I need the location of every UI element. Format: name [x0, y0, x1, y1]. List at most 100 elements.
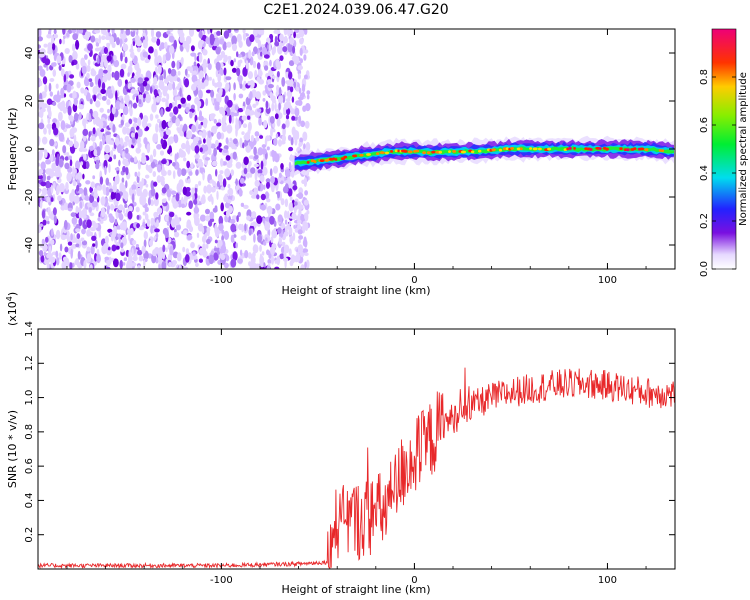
spectrogram-noise-cell [271, 229, 278, 239]
spectrogram-noise-cell [266, 181, 270, 189]
spectrogram-noise-cell [290, 254, 296, 264]
spectrogram-noise-cell [250, 134, 254, 142]
spectrogram-noise-cell [242, 67, 248, 77]
spectrogram-noise-cell [71, 29, 77, 34]
spectrogram-noise-cell [94, 47, 101, 52]
spectrogram-noise-cell [231, 67, 237, 73]
spectrogram-noise-cell [253, 154, 259, 160]
spectrogram-noise-cell [154, 247, 160, 254]
spectrogram-noise-cell [278, 141, 282, 146]
spectrogram-noise-cell [280, 163, 284, 170]
spectrogram-noise-cell [269, 116, 275, 124]
spectrogram-noise-cell [55, 250, 59, 258]
spectrogram-noise-cell [105, 31, 109, 40]
spectrogram-noise-cell [155, 192, 159, 200]
snr-ytick-label: 1.2 [24, 355, 35, 371]
spectrogram-noise-cell [71, 193, 75, 202]
spectrogram-noise-cell [206, 238, 211, 245]
spectrogram-noise-cell [161, 198, 167, 204]
spectrogram-noise-cell [38, 175, 43, 180]
spectrogram-noise-cell [90, 69, 97, 77]
spectrogram-noise-cell [92, 86, 98, 95]
spectrogram-noise-cell [40, 161, 46, 170]
spectrogram-noise-cell [281, 222, 285, 229]
spectrogram-noise-cell [141, 177, 145, 186]
spectrogram-noise-cell [194, 54, 197, 62]
snr-frame [37, 328, 676, 570]
spectrogram-noise-cell [55, 257, 60, 266]
spectrogram-noise-cell [75, 39, 80, 50]
spectrogram-noise-cell [67, 105, 72, 116]
spectrogram-hot-cell [415, 149, 420, 153]
spectrogram-hot-cell [332, 157, 336, 161]
spectrogram-xtick-label: 0 [411, 275, 417, 286]
spectrogram-noise-cell [78, 104, 85, 110]
spectrogram-noise-cell [136, 47, 141, 53]
spectrogram-noise-cell [253, 146, 257, 156]
spectrogram-hot-cell [448, 150, 451, 154]
spectrogram-noise-cell [216, 190, 219, 200]
spectrogram-noise-cell [132, 122, 138, 128]
spectrogram-noise-cell [228, 114, 232, 124]
spectrogram-noise-cell [88, 78, 93, 82]
spectrogram-noise-cell [41, 238, 45, 245]
spectrogram-noise-cell [156, 144, 162, 150]
spectrogram-noise-cell [81, 240, 88, 246]
spectrogram-noise-cell [81, 65, 87, 75]
spectrogram-noise-cell [52, 207, 57, 216]
spectrogram-noise-cell [245, 60, 249, 70]
spectrogram-noise-cell [72, 233, 76, 242]
spectrogram-noise-cell [114, 218, 118, 226]
spectrogram-noise-cell [48, 168, 52, 174]
spectrogram-noise-cell [290, 137, 294, 146]
spectrogram-noise-cell [47, 206, 51, 216]
spectrogram-noise-cell [211, 125, 217, 135]
spectrogram-noise-cell [258, 117, 262, 126]
spectrogram-noise-cell [69, 159, 73, 167]
spectrogram-noise-cell [99, 107, 104, 113]
spectrogram-noise-cell [86, 219, 92, 229]
spectrogram-noise-cell [193, 70, 198, 77]
spectrogram-noise-cell [75, 63, 80, 70]
spectrogram-noise-cell [107, 92, 114, 99]
spectrogram-noise-cell [266, 265, 271, 269]
spectrogram-noise-cell [125, 180, 128, 189]
spectrogram-noise-cell [227, 29, 232, 34]
spectrogram-noise-cell [220, 158, 224, 167]
spectrogram-noise-cell [135, 147, 141, 154]
spectrogram-noise-cell [48, 29, 52, 34]
spectrogram-noise-cell [158, 79, 164, 90]
spectrogram-noise-cell [137, 142, 142, 149]
spectrogram-noise-cell [126, 262, 130, 269]
spectrogram-noise-cell [231, 115, 235, 124]
snr-ytick-label: 0.8 [24, 424, 35, 440]
spectrogram-noise-cell [248, 160, 252, 167]
spectrogram-noise-cell [252, 244, 259, 254]
spectrogram-noise-cell [145, 174, 150, 179]
spectrogram-noise-cell [182, 266, 189, 269]
spectrogram-noise-cell [156, 55, 162, 65]
spectrogram-signal-band [294, 146, 674, 166]
spectrogram-noise-cell [42, 76, 48, 85]
spectrogram-noise-cell [276, 84, 280, 92]
spectrogram-noise-cell [95, 239, 98, 249]
spectrogram-noise-cell [218, 240, 223, 247]
spectrogram-panel: -100 0 100 -40 -20 0 20 40 Height of straight … [6, 28, 676, 297]
spectrogram-noise-cell [157, 118, 161, 124]
spectrogram-noise-cell [226, 161, 233, 168]
spectrogram-noise-cell [288, 248, 292, 256]
spectrogram-noise-cell [177, 83, 180, 91]
spectrogram-noise-cell [288, 60, 295, 67]
spectrogram-noise-cell [87, 43, 93, 52]
spectrogram-noise-cell [191, 254, 198, 260]
spectrogram-noise-cell [297, 65, 304, 71]
spectrogram-noise-cell [54, 170, 61, 178]
spectrogram-noise-cell [231, 35, 238, 46]
spectrogram-noise-cell [304, 120, 310, 129]
spectrogram-noise-cell [242, 29, 246, 34]
spectrogram-noise-cell [121, 114, 125, 121]
spectrogram-noise-cell [87, 59, 91, 66]
spectrogram-noise-cell [285, 114, 290, 120]
spectrogram-noise-cell [293, 201, 298, 206]
spectrogram-noise-cell [137, 265, 141, 269]
